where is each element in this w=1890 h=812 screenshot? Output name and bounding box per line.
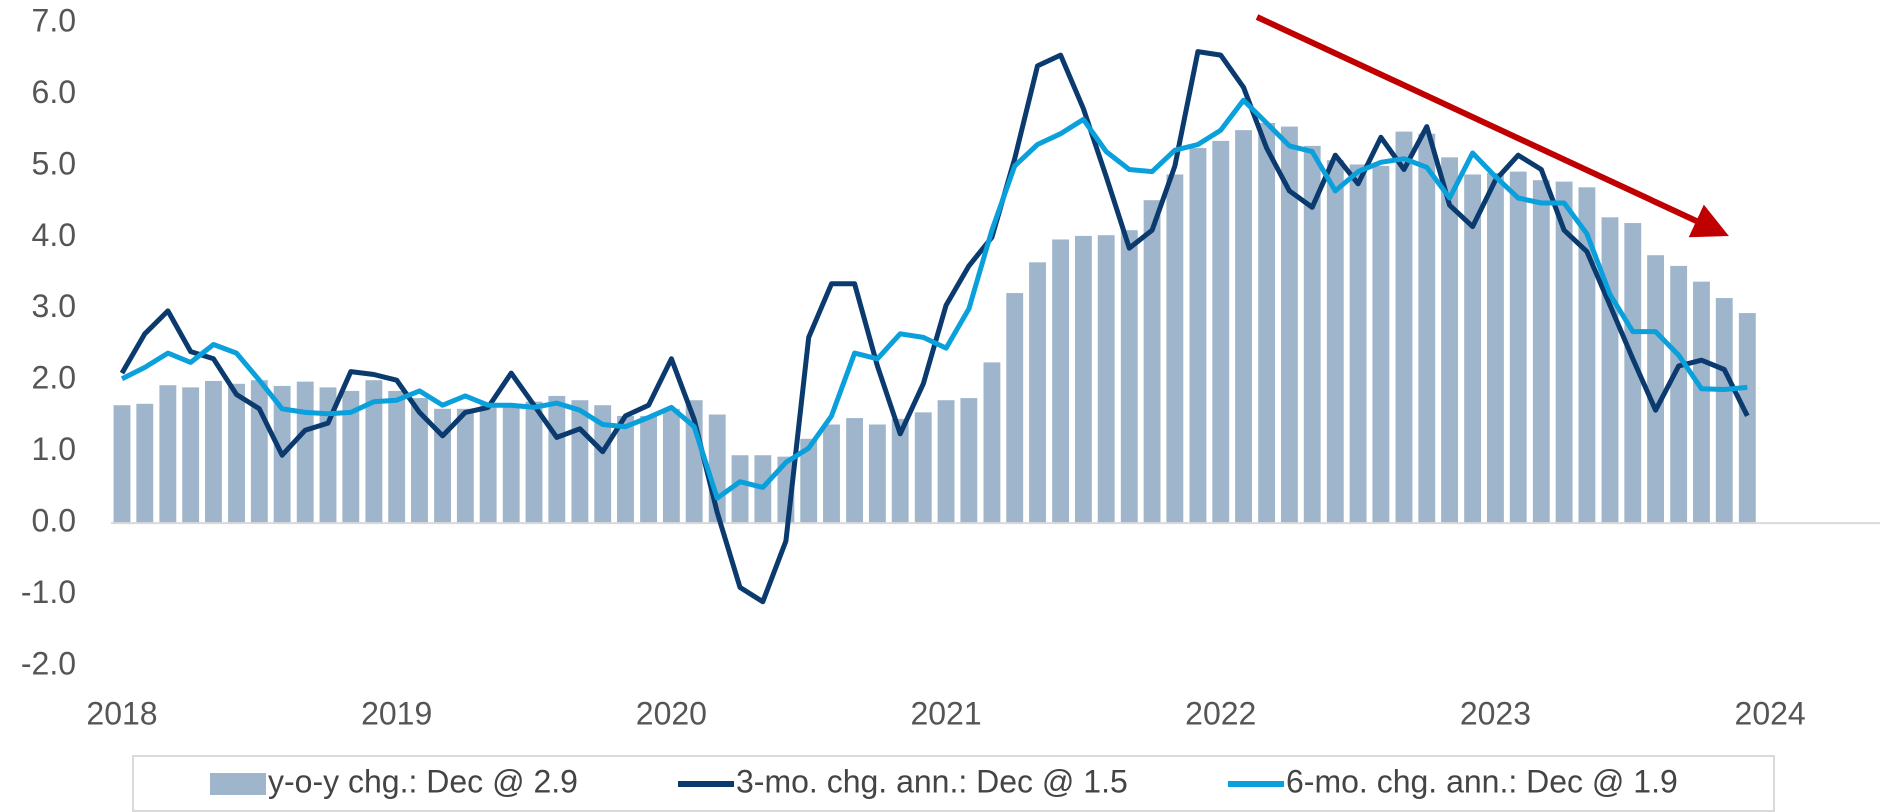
y-tick-label: 7.0 bbox=[32, 2, 76, 38]
bar bbox=[1212, 140, 1230, 524]
bar bbox=[388, 390, 406, 524]
legend-label: 6-mo. chg. ann.: Dec @ 1.9 bbox=[1286, 763, 1678, 799]
bar bbox=[250, 380, 268, 524]
y-tick-label: 0.0 bbox=[32, 503, 76, 539]
x-tick-label: 2022 bbox=[1185, 695, 1256, 731]
legend-box bbox=[132, 755, 1775, 812]
bar bbox=[1189, 148, 1207, 524]
bar bbox=[1418, 133, 1436, 524]
line-series bbox=[120, 97, 1748, 501]
trend-arrow bbox=[1255, 14, 1729, 238]
bar bbox=[1006, 293, 1024, 524]
bar bbox=[1647, 255, 1665, 524]
bar bbox=[731, 455, 749, 524]
bar bbox=[1372, 165, 1390, 524]
bar bbox=[1052, 239, 1070, 524]
bar bbox=[846, 418, 864, 524]
bar bbox=[319, 387, 337, 524]
bar bbox=[548, 395, 566, 524]
bar bbox=[1326, 160, 1344, 524]
bar bbox=[960, 398, 978, 524]
bar bbox=[1441, 157, 1458, 524]
bar bbox=[640, 415, 658, 524]
x-tick-label: 2018 bbox=[86, 695, 157, 731]
y-tick-label: -1.0 bbox=[21, 574, 76, 610]
x-tick-label: 2019 bbox=[361, 695, 432, 731]
bar bbox=[1029, 262, 1046, 524]
bar bbox=[1464, 174, 1482, 524]
bar bbox=[983, 362, 1001, 524]
bar bbox=[1303, 145, 1321, 524]
bar bbox=[1532, 180, 1550, 524]
bar bbox=[1715, 298, 1733, 524]
bar bbox=[571, 400, 589, 524]
y-tick-label: 3.0 bbox=[32, 288, 76, 324]
bar bbox=[159, 385, 177, 524]
bar bbox=[1349, 164, 1367, 524]
bar bbox=[228, 383, 245, 524]
bar bbox=[937, 400, 955, 524]
bar bbox=[182, 387, 200, 524]
bar bbox=[1280, 126, 1298, 524]
bar bbox=[800, 438, 818, 524]
x-tick-label: 2021 bbox=[910, 695, 981, 731]
bar bbox=[1624, 223, 1642, 524]
bar bbox=[1670, 265, 1688, 524]
bar bbox=[342, 390, 360, 524]
bar bbox=[1486, 173, 1504, 524]
bar bbox=[456, 408, 474, 524]
bar bbox=[1235, 130, 1252, 524]
bar bbox=[1601, 217, 1619, 524]
bar bbox=[205, 380, 222, 524]
bar bbox=[1738, 313, 1756, 524]
bar bbox=[1395, 131, 1413, 524]
x-tick-label: 2024 bbox=[1735, 695, 1806, 731]
bar bbox=[617, 415, 634, 524]
bar bbox=[1120, 230, 1138, 524]
bar bbox=[365, 380, 383, 524]
bar bbox=[1578, 187, 1596, 524]
bar bbox=[479, 405, 497, 524]
bar bbox=[502, 405, 520, 524]
x-tick-label: 2020 bbox=[636, 695, 707, 731]
bar bbox=[1555, 181, 1573, 524]
y-tick-label: 2.0 bbox=[32, 360, 76, 396]
bar bbox=[868, 424, 886, 524]
y-tick-label: 4.0 bbox=[32, 217, 76, 253]
bar bbox=[296, 381, 314, 524]
bar bbox=[914, 412, 932, 524]
legend-label: y-o-y chg.: Dec @ 2.9 bbox=[268, 763, 578, 799]
bar bbox=[1097, 235, 1115, 524]
bar bbox=[662, 408, 680, 524]
x-tick-label: 2023 bbox=[1460, 695, 1531, 731]
bar bbox=[823, 424, 840, 524]
bar bbox=[411, 398, 428, 524]
bar bbox=[594, 405, 612, 524]
bar bbox=[136, 403, 154, 524]
bar bbox=[525, 401, 543, 524]
bar bbox=[1074, 235, 1092, 524]
y-tick-label: 1.0 bbox=[32, 431, 76, 467]
y-tick-label: 6.0 bbox=[32, 74, 76, 110]
bar bbox=[1693, 281, 1710, 524]
bar bbox=[1509, 171, 1527, 524]
bar bbox=[434, 408, 451, 524]
bar bbox=[1143, 200, 1161, 524]
legend-label: 3-mo. chg. ann.: Dec @ 1.5 bbox=[736, 763, 1128, 799]
bar bbox=[1166, 174, 1184, 524]
bar bbox=[113, 405, 131, 524]
legend-swatch bbox=[210, 773, 266, 795]
y-tick-label: 5.0 bbox=[32, 145, 76, 181]
bar bbox=[891, 418, 909, 524]
y-tick-label: -2.0 bbox=[21, 645, 76, 681]
bar bbox=[1258, 123, 1276, 524]
